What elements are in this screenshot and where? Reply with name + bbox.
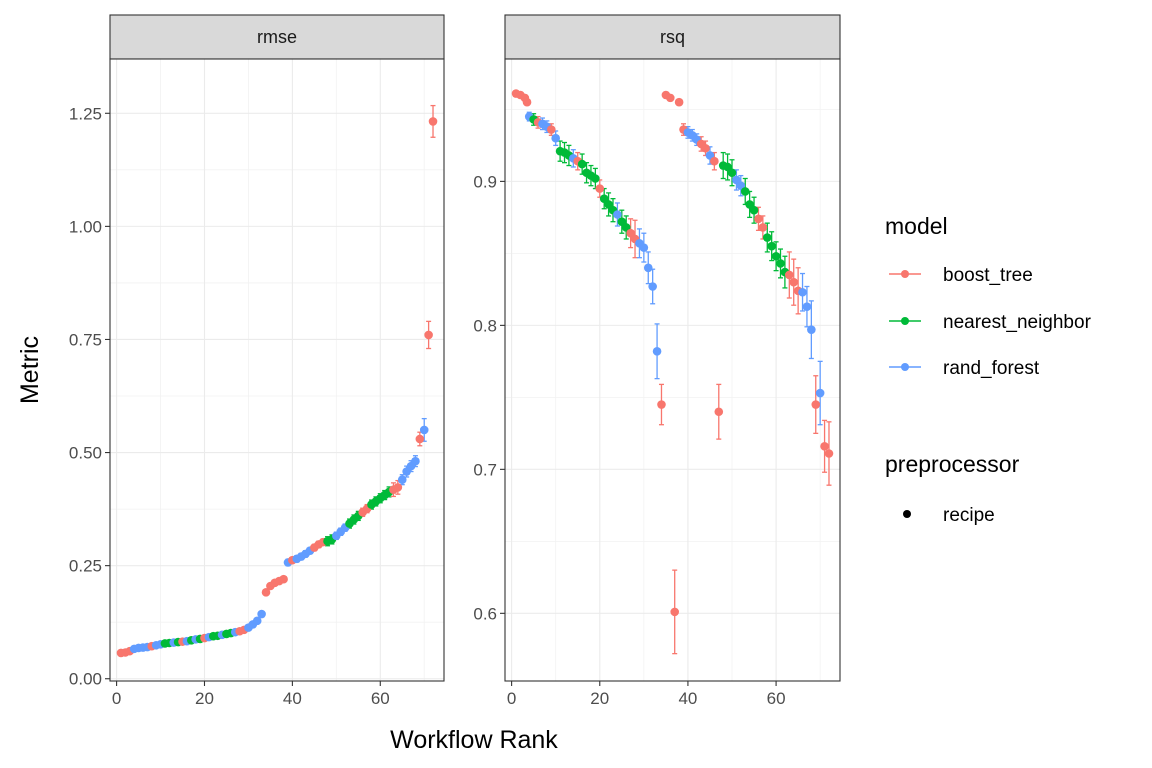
y-tick-label: 0.50	[69, 444, 102, 463]
data-point	[279, 574, 288, 584]
data-point	[643, 263, 653, 273]
legend-label-rand-forest: rand_forest	[943, 358, 1040, 379]
data-point	[428, 117, 438, 126]
strip-background-rmse	[109, 14, 445, 60]
legend-label-boost-tree: boost_tree	[943, 265, 1033, 286]
data-point	[648, 282, 657, 291]
data-point	[639, 243, 649, 252]
x-tick-label: 0	[507, 689, 516, 708]
x-tick-label: 20	[195, 689, 214, 708]
legend-title-model: model	[885, 213, 948, 239]
data-point	[749, 205, 759, 215]
data-point	[397, 475, 407, 484]
y-tick-label: 0.7	[473, 460, 497, 479]
y-axis-title: Metric	[16, 336, 44, 404]
x-tick-label: 40	[678, 689, 697, 708]
data-point	[767, 241, 776, 251]
x-tick-label: 40	[283, 689, 302, 708]
legend-label-nearest-neighbor: nearest_neighbor	[943, 312, 1092, 333]
data-point	[815, 388, 825, 398]
data-point	[727, 168, 737, 178]
data-point	[665, 93, 675, 103]
data-point	[740, 187, 750, 196]
data-point	[551, 133, 560, 143]
data-point	[393, 483, 403, 492]
panel-border-rmse	[109, 58, 445, 682]
data-point	[820, 442, 829, 451]
data-point	[419, 425, 429, 435]
legend-item-rand-forest: rand_forest	[889, 358, 1040, 379]
panel-rsq: rsq 0 20 40 60 0.6 0.7 0.8 0.9	[473, 14, 841, 708]
data-point	[714, 407, 724, 417]
data-point	[424, 330, 433, 340]
y-tick-label: 0.8	[473, 316, 497, 335]
y-tick-label: 1.00	[69, 217, 102, 236]
legend-item-nearest-neighbor: nearest_neighbor	[889, 312, 1092, 333]
data-point	[522, 97, 532, 107]
data-point	[762, 233, 772, 242]
data-point	[776, 259, 785, 268]
legend-title-preprocessor: preprocessor	[885, 451, 1020, 477]
y-tick-label: 0.00	[69, 670, 102, 689]
data-point	[657, 400, 666, 409]
panel-background-rsq	[505, 59, 840, 681]
data-point	[415, 434, 425, 444]
x-tick-label: 0	[112, 689, 121, 708]
panel-background-rmse	[110, 59, 444, 681]
y-tick-label: 0.75	[69, 330, 102, 349]
data-point	[789, 277, 799, 287]
panels-layer: rmse 0 20 40 60 0.00 0.25 0.50 0.75 1.00 1.25 rsq 0 2…	[69, 14, 841, 708]
panel-rmse: rmse 0 20 40 60 0.00 0.25 0.50 0.75 1.00 1.25	[69, 14, 445, 708]
data-point	[771, 251, 781, 261]
strip-label-rsq: rsq	[660, 27, 685, 47]
data-point	[785, 270, 794, 280]
data-point	[652, 346, 662, 356]
y-tick-label: 0.6	[473, 604, 497, 623]
data-point	[577, 159, 587, 169]
data-point	[710, 156, 719, 166]
data-point	[758, 223, 768, 232]
data-point	[595, 184, 605, 193]
data-point	[252, 616, 262, 626]
y-tick-label: 1.25	[69, 104, 102, 123]
data-point	[411, 456, 420, 466]
data-point	[701, 143, 710, 153]
data-point	[807, 325, 816, 334]
x-tick-label: 60	[767, 689, 786, 708]
legend-item-boost-tree: boost_tree	[889, 265, 1033, 286]
data-point	[811, 400, 821, 409]
legend-label-recipe: recipe	[943, 505, 995, 526]
data-point	[261, 588, 271, 597]
data-point	[674, 97, 684, 107]
legend-key-dot-rand-forest	[901, 363, 909, 371]
data-point	[824, 449, 834, 458]
data-point	[613, 210, 622, 219]
data-point	[670, 607, 680, 617]
strip-label-rmse: rmse	[257, 27, 297, 47]
data-point	[754, 214, 763, 224]
strip-background-rsq	[504, 14, 841, 60]
data-point	[591, 174, 600, 183]
legend-item-recipe: recipe	[903, 505, 995, 526]
data-point	[257, 609, 266, 619]
x-axis-title: Workflow Rank	[390, 726, 558, 754]
panel-border-rsq	[504, 58, 841, 682]
legend-key-dot-boost-tree	[901, 270, 909, 278]
y-tick-label: 0.9	[473, 172, 497, 191]
legend-key-dot-recipe	[903, 510, 911, 518]
legend: model boost_tree nearest_neighbor rand_f…	[885, 213, 1092, 526]
data-point	[546, 125, 556, 134]
data-point	[798, 287, 807, 297]
legend-key-dot-nearest-neighbor	[901, 317, 909, 325]
y-tick-label: 0.25	[69, 557, 102, 576]
data-point	[802, 302, 812, 311]
x-tick-label: 20	[590, 689, 609, 708]
x-tick-label: 60	[371, 689, 390, 708]
